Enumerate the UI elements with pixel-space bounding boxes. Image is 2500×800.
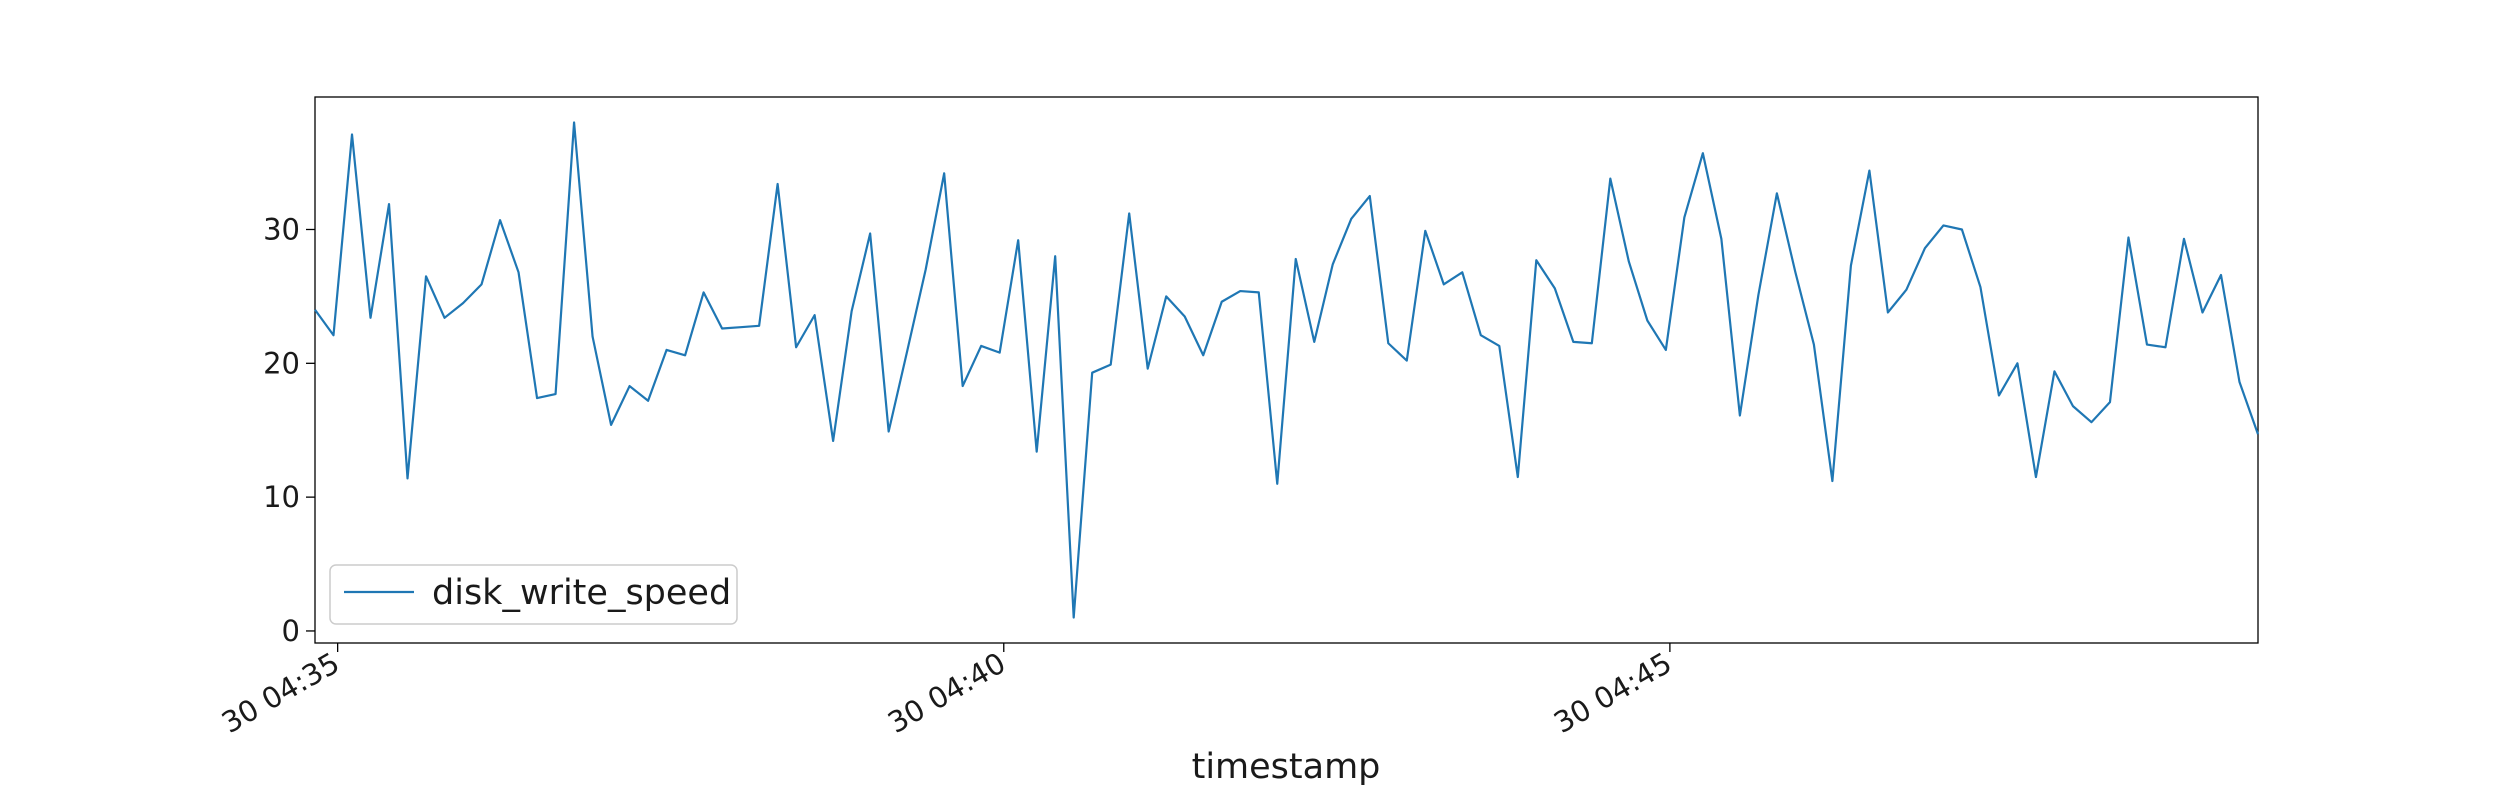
- legend-box: [329, 564, 738, 625]
- x-tick-label: 30 04:45: [1548, 646, 1677, 740]
- plot-area: [314, 96, 2259, 644]
- y-tick-label: 20: [263, 346, 300, 380]
- x-axis-label: timestamp: [1192, 747, 1381, 787]
- y-axis: 0 10 20 30: [263, 212, 315, 648]
- legend: disk_write_speed: [329, 564, 738, 625]
- x-tick-label: 30 04:40: [882, 646, 1011, 740]
- series-line-disk-write-speed: [314, 121, 2260, 619]
- axes-frame: [314, 96, 2259, 644]
- legend-label: disk_write_speed: [432, 573, 731, 613]
- y-tick-label: 30: [263, 212, 300, 246]
- y-tick-label: 0: [282, 614, 300, 648]
- x-tick-label: 30 04:35: [216, 646, 345, 740]
- x-axis: 30 04:35 30 04:40 30 04:45: [216, 643, 1677, 740]
- y-tick-label: 10: [263, 480, 300, 514]
